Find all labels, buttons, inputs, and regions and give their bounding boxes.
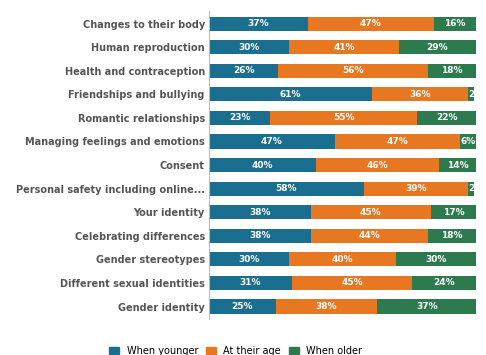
Text: 37%: 37% bbox=[416, 302, 437, 311]
Bar bbox=[399, 40, 476, 54]
Bar bbox=[431, 205, 476, 219]
Text: 26%: 26% bbox=[233, 66, 255, 75]
Bar bbox=[209, 158, 316, 172]
Bar bbox=[278, 64, 428, 78]
Text: 31%: 31% bbox=[240, 278, 261, 288]
Bar bbox=[316, 158, 439, 172]
Text: 17%: 17% bbox=[443, 208, 464, 217]
Bar bbox=[311, 229, 428, 243]
Text: 39%: 39% bbox=[405, 184, 427, 193]
Text: 16%: 16% bbox=[444, 19, 466, 28]
Bar bbox=[209, 252, 289, 267]
Text: 37%: 37% bbox=[248, 19, 269, 28]
Bar bbox=[209, 64, 278, 78]
Bar bbox=[276, 300, 377, 313]
Bar bbox=[209, 276, 292, 290]
Bar bbox=[292, 276, 412, 290]
Text: 18%: 18% bbox=[441, 231, 463, 240]
Text: 30%: 30% bbox=[426, 255, 447, 264]
Text: 45%: 45% bbox=[341, 278, 363, 288]
Legend: When younger, At their age, When older: When younger, At their age, When older bbox=[107, 344, 364, 355]
Text: 38%: 38% bbox=[249, 208, 271, 217]
Text: 38%: 38% bbox=[249, 231, 271, 240]
Bar bbox=[270, 111, 417, 125]
Bar bbox=[308, 17, 434, 31]
Text: 18%: 18% bbox=[441, 66, 463, 75]
Text: 40%: 40% bbox=[332, 255, 353, 264]
Bar bbox=[377, 300, 476, 313]
Bar bbox=[209, 111, 270, 125]
Text: 55%: 55% bbox=[333, 113, 355, 122]
Text: 47%: 47% bbox=[360, 19, 382, 28]
Bar bbox=[412, 276, 476, 290]
Bar bbox=[439, 158, 476, 172]
Text: 23%: 23% bbox=[229, 113, 250, 122]
Bar bbox=[289, 40, 399, 54]
Bar bbox=[209, 40, 289, 54]
Bar bbox=[209, 17, 308, 31]
Bar bbox=[289, 252, 396, 267]
Text: 2: 2 bbox=[468, 90, 474, 99]
Bar bbox=[311, 205, 431, 219]
Text: 22%: 22% bbox=[436, 113, 458, 122]
Bar bbox=[209, 87, 372, 102]
Text: 41%: 41% bbox=[333, 43, 355, 52]
Text: 6%: 6% bbox=[461, 137, 476, 146]
Bar bbox=[434, 17, 476, 31]
Text: 14%: 14% bbox=[447, 160, 469, 170]
Text: 30%: 30% bbox=[239, 43, 260, 52]
Text: 46%: 46% bbox=[366, 160, 388, 170]
Text: 47%: 47% bbox=[261, 137, 283, 146]
Bar bbox=[428, 229, 476, 243]
Bar bbox=[209, 300, 276, 313]
Text: 29%: 29% bbox=[427, 43, 448, 52]
Bar bbox=[460, 135, 476, 149]
Bar bbox=[209, 135, 334, 149]
Bar bbox=[468, 87, 473, 102]
Text: 2: 2 bbox=[468, 184, 474, 193]
Bar bbox=[428, 64, 476, 78]
Text: 38%: 38% bbox=[316, 302, 337, 311]
Text: 61%: 61% bbox=[280, 90, 301, 99]
Text: 25%: 25% bbox=[232, 302, 253, 311]
Text: 47%: 47% bbox=[386, 137, 408, 146]
Text: 24%: 24% bbox=[434, 278, 455, 288]
Bar bbox=[372, 87, 468, 102]
Bar bbox=[209, 181, 364, 196]
Bar bbox=[334, 135, 460, 149]
Text: 56%: 56% bbox=[343, 66, 364, 75]
Text: 40%: 40% bbox=[252, 160, 273, 170]
Bar bbox=[468, 181, 473, 196]
Bar bbox=[417, 111, 476, 125]
Text: 44%: 44% bbox=[359, 231, 380, 240]
Bar bbox=[396, 252, 476, 267]
Bar bbox=[209, 205, 311, 219]
Text: 36%: 36% bbox=[409, 90, 431, 99]
Bar bbox=[209, 229, 311, 243]
Text: 30%: 30% bbox=[239, 255, 260, 264]
Text: 45%: 45% bbox=[360, 208, 382, 217]
Text: 58%: 58% bbox=[276, 184, 297, 193]
Bar bbox=[364, 181, 468, 196]
